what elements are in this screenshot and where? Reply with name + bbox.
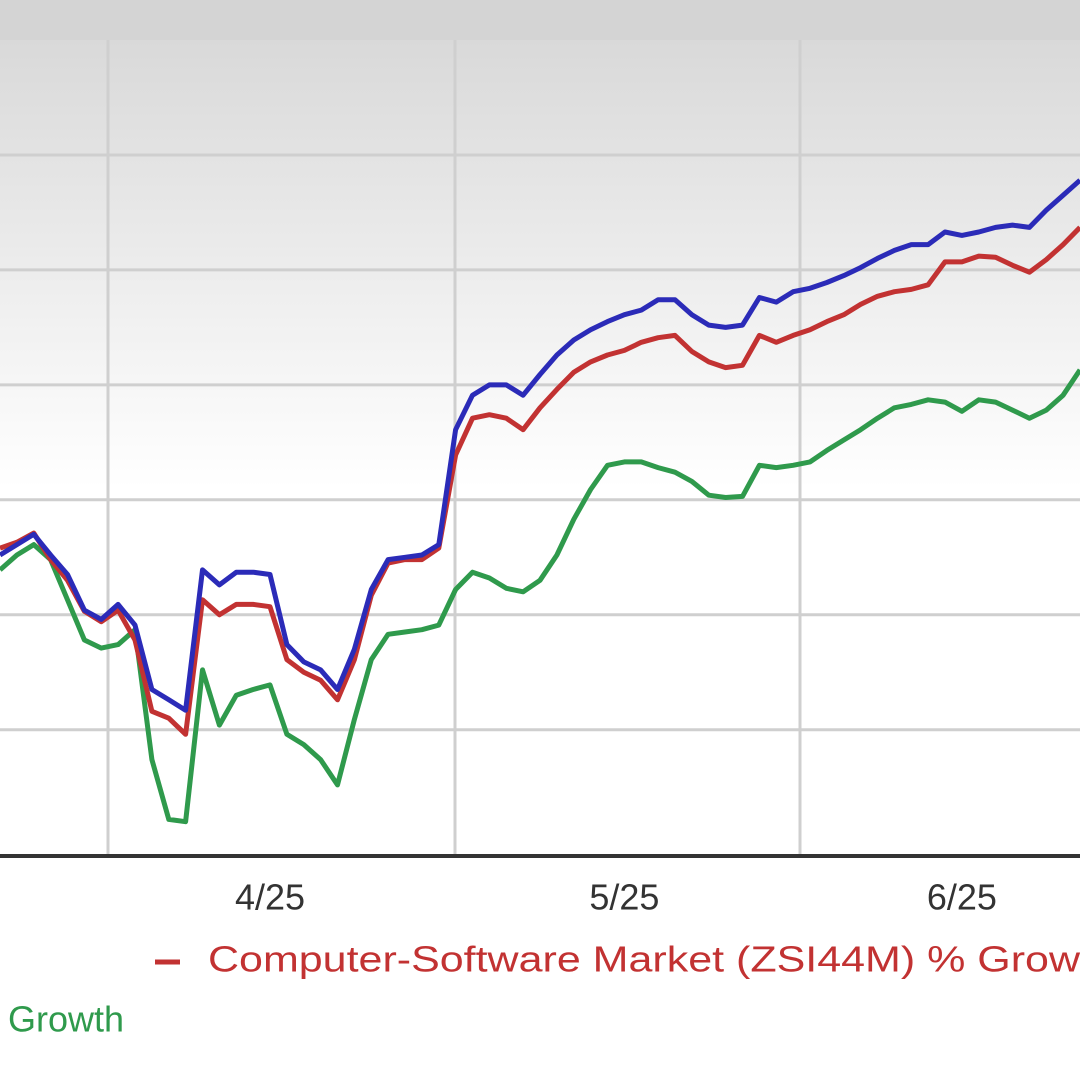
legend-label: Computer-Software Market (ZSI44M) % Grow [208, 939, 1080, 980]
x-tick-label: 6/25 [927, 877, 997, 918]
series-line [0, 178, 1080, 713]
x-tick-label: 4/25 [235, 877, 305, 918]
x-tick-label: 5/25 [589, 877, 659, 918]
labels: 4/25 5/25 6/25 [235, 877, 997, 918]
series-line [0, 368, 1080, 825]
plot-background [0, 40, 1080, 855]
top-band [0, 0, 1080, 40]
lines [0, 178, 1080, 825]
legend-label: Growth [8, 999, 124, 1040]
series-line [0, 225, 1080, 737]
